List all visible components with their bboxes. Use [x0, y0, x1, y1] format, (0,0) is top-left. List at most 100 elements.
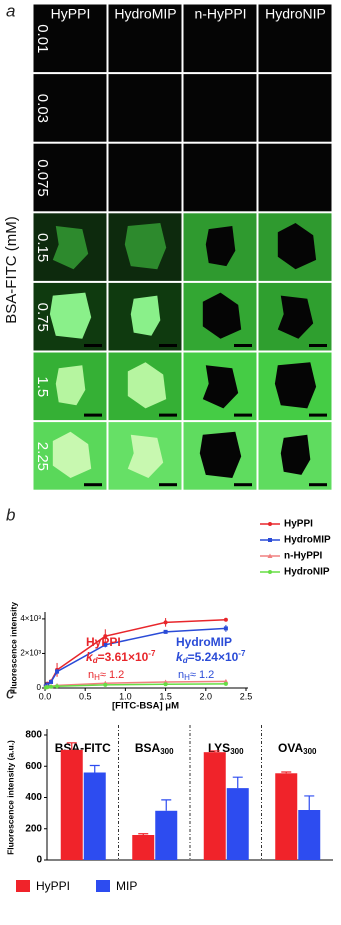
legend-marker — [268, 522, 272, 526]
point — [163, 620, 168, 625]
category-name: BSA — [135, 741, 161, 755]
micrograph — [257, 73, 333, 143]
scale-bar — [234, 413, 252, 417]
column-header: HydroNIP — [265, 6, 326, 22]
point — [45, 685, 50, 690]
x-axis-label: [FITC-BSA] μM — [112, 701, 179, 712]
annotation-nh: nH≈ 1.2 — [178, 669, 214, 682]
scale-bar — [309, 413, 327, 417]
micrograph — [257, 142, 333, 213]
scale-bar — [84, 344, 102, 347]
nh-value: ≈ 1.2 — [190, 669, 214, 681]
x-tick-label: 1.5 — [159, 691, 172, 701]
kd-subscript: d — [93, 656, 99, 665]
point — [55, 669, 60, 674]
micrograph — [257, 3, 333, 74]
scale-bar — [309, 344, 327, 347]
bar — [83, 772, 106, 860]
x-tick-label: 0.0 — [39, 691, 52, 701]
flake — [130, 295, 161, 336]
row-label: 0.75 — [34, 303, 51, 332]
bar — [155, 810, 178, 860]
legend-marker — [268, 570, 272, 574]
kd-subscript: d — [183, 656, 189, 665]
y-tick-label: 800 — [25, 730, 42, 741]
point — [223, 617, 228, 622]
scale-bar — [84, 413, 102, 417]
flake — [205, 226, 236, 267]
point — [223, 626, 228, 631]
flake — [199, 431, 242, 478]
column-header: HydroMIP — [114, 6, 176, 22]
micrograph — [32, 73, 108, 143]
scale-bar — [159, 413, 177, 417]
bar — [298, 810, 321, 860]
micrograph — [107, 3, 183, 74]
y-tick-label: 400 — [25, 792, 42, 803]
y-tick-label: 2×10³ — [20, 649, 41, 658]
kd-value: =3.61×10 — [98, 650, 149, 664]
legend-marker — [268, 538, 272, 542]
panel-letter: c — [6, 683, 15, 702]
category-subscript: 300 — [230, 747, 244, 756]
scale-bar — [159, 344, 177, 347]
flake — [52, 226, 89, 270]
nh-value: ≈ 1.2 — [100, 669, 124, 681]
micrograph — [32, 142, 108, 213]
scale-bar — [159, 483, 177, 487]
kd-exponent: -7 — [148, 649, 156, 658]
y-axis-label: Fluorescence intensity (a.u.) — [5, 740, 15, 855]
category-subscript: 300 — [160, 747, 174, 756]
point — [163, 629, 168, 634]
error-bar — [161, 799, 172, 811]
flake — [277, 223, 317, 270]
category-label: BSA300 — [135, 741, 174, 756]
y-tick-label: 200 — [25, 823, 42, 834]
annotation-kd: kd=5.24×10-7 — [176, 649, 246, 665]
flake — [127, 434, 164, 478]
legend-marker — [267, 553, 273, 558]
legend-label: HyPPI — [284, 519, 313, 530]
x-tick-label: 0.5 — [79, 691, 92, 701]
flake — [127, 362, 167, 409]
y-axis-label: BSA-FITC (mM) — [3, 216, 20, 323]
category-label: OVA300 — [278, 741, 317, 756]
bar — [275, 773, 298, 860]
category-name: LYS — [208, 741, 230, 755]
point — [223, 681, 228, 686]
flake — [280, 434, 311, 475]
flake — [49, 292, 92, 339]
kd-symbol: k — [86, 650, 94, 664]
error-bar — [281, 771, 292, 774]
micrograph — [107, 142, 183, 213]
nh-subscript: H — [184, 673, 190, 682]
row-label: 0.075 — [34, 159, 51, 197]
row-label: 0.01 — [34, 24, 51, 53]
bar — [226, 788, 249, 860]
panel-letter: a — [6, 1, 15, 20]
y-tick-label: 4×10³ — [20, 614, 41, 623]
annotation-name: HydroMIP — [176, 635, 232, 649]
nh-symbol: n — [88, 669, 94, 681]
scale-bar — [234, 483, 252, 487]
row-label: 2.25 — [34, 442, 51, 471]
legend-label: HydroNIP — [284, 567, 330, 578]
legend-label: MIP — [116, 879, 137, 893]
flake — [55, 365, 86, 406]
error-bar — [66, 742, 77, 750]
category-label: LYS300 — [208, 741, 244, 756]
point — [103, 634, 108, 639]
bar — [132, 835, 155, 860]
micrograph — [107, 73, 183, 143]
flake — [52, 431, 92, 478]
x-tick-label: 2.5 — [240, 691, 253, 701]
scale-bar — [309, 483, 327, 487]
bar — [60, 749, 83, 860]
annotation-kd: kd=3.61×10-7 — [86, 649, 156, 665]
kd-symbol: k — [176, 650, 184, 664]
flake — [202, 292, 242, 339]
y-tick-label: 600 — [25, 761, 42, 772]
legend-label: HydroMIP — [284, 535, 331, 546]
point — [103, 682, 108, 687]
